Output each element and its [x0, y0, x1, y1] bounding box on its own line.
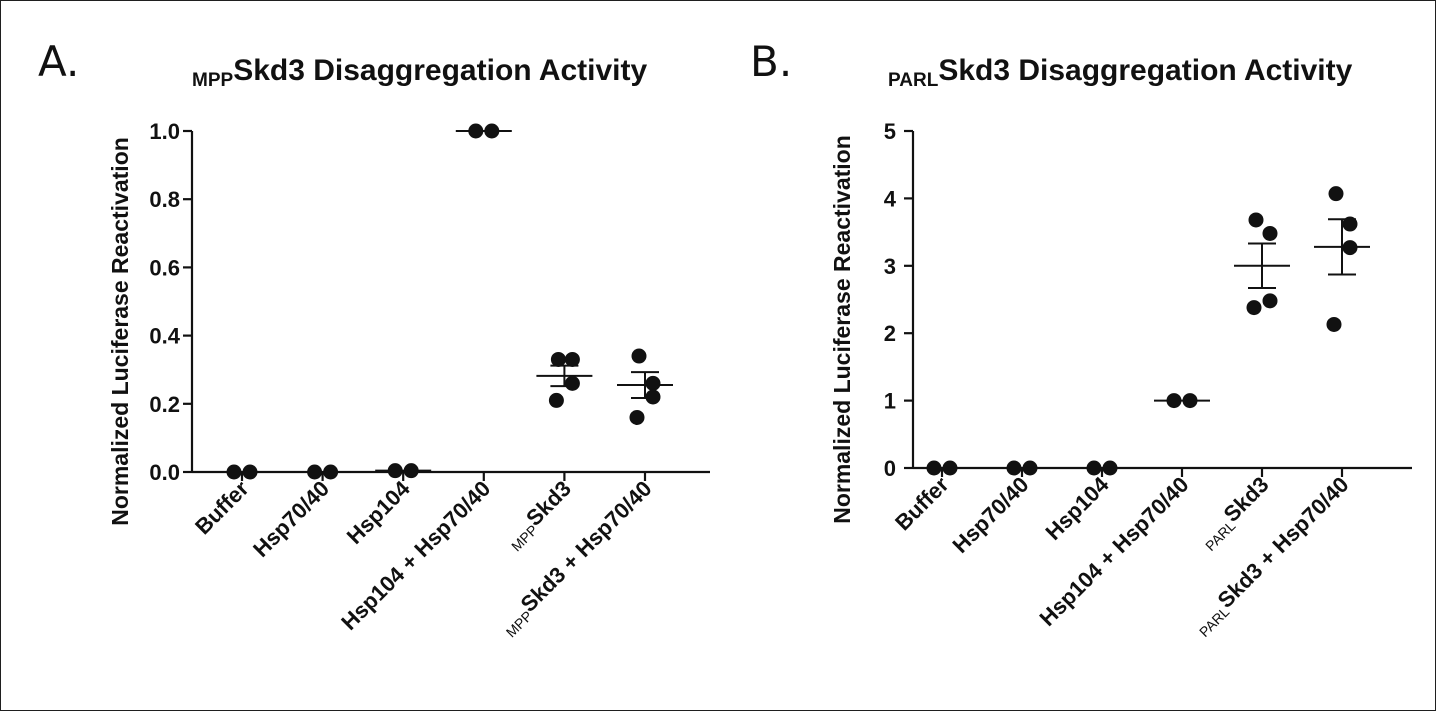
data-point: [242, 464, 258, 480]
y-axis-label: Normalized Luciferase Reactivation: [107, 137, 133, 526]
y-tick-label: 0.0: [149, 460, 180, 485]
y-tick-label: 3: [884, 254, 896, 279]
x-category-label: Hsp104 + Hsp70/40: [336, 476, 495, 635]
data-point: [550, 351, 566, 367]
y-tick-label: 0.6: [149, 255, 180, 280]
y-tick-label: 0.2: [149, 392, 180, 417]
y-tick-label: 2: [884, 321, 896, 346]
y-tick-label: 0.4: [149, 324, 180, 349]
data-point: [1326, 316, 1342, 332]
x-category-label: Hsp104: [1041, 471, 1115, 545]
chart-panel-b: B. PARLSkd3 Disaggregation Activity Normal…: [750, 37, 1412, 640]
data-point: [1022, 460, 1038, 476]
x-category-label: PARLSkd3 + Hsp70/40: [1187, 472, 1355, 640]
x-category-main: Skd3: [1219, 472, 1274, 527]
data-point: [403, 463, 419, 479]
y-tick-label: 0: [884, 456, 896, 481]
data-point: [468, 123, 484, 139]
y-tick-label: 1: [884, 389, 896, 414]
data-point: [548, 392, 564, 408]
data-point: [484, 123, 500, 139]
data-point: [1342, 216, 1358, 232]
chart-title: MPPSkd3 Disaggregation Activity: [192, 54, 647, 91]
data-point: [1262, 225, 1278, 241]
data-point: [645, 375, 661, 391]
x-category-label: Hsp70/40: [248, 476, 334, 562]
x-category-label: Hsp104: [342, 475, 416, 549]
x-category-main: Skd3: [521, 476, 576, 531]
data-point: [564, 351, 580, 367]
y-tick-label: 1.0: [149, 119, 180, 144]
data-point: [1248, 212, 1264, 228]
data-point: [926, 460, 942, 476]
chart-title: PARLSkd3 Disaggregation Activity: [888, 54, 1353, 91]
x-category-label: PARLSkd3: [1194, 472, 1276, 554]
data-point: [629, 409, 645, 425]
data-point: [631, 348, 647, 364]
data-point: [564, 375, 580, 391]
data-point: [645, 389, 661, 405]
data-point: [387, 463, 403, 479]
chart-panel-a: A. MPPSkd3 Disaggregation Activity Normali…: [38, 37, 710, 640]
data-point: [1246, 300, 1262, 316]
panel-letter: B.: [750, 37, 792, 86]
data-point: [1102, 460, 1118, 476]
x-category-label: MPPSkd3: [500, 476, 578, 554]
data-point: [942, 460, 958, 476]
data-point: [1182, 393, 1198, 409]
chart-title-main: Skd3 Disaggregation Activity: [233, 54, 647, 87]
y-axis-label: Normalized Luciferase Reactivation: [829, 135, 855, 524]
data-point: [226, 464, 242, 480]
x-category-label: Buffer: [190, 476, 254, 540]
x-category-label: MPPSkd3 + Hsp70/40: [494, 476, 658, 640]
data-point: [1342, 240, 1358, 256]
data-point: [1006, 460, 1022, 476]
x-category-label: Hsp104 + Hsp70/40: [1034, 472, 1193, 631]
data-point: [1086, 460, 1102, 476]
data-point: [1328, 186, 1344, 202]
x-category-label: Hsp70/40: [948, 472, 1034, 558]
y-tick-label: 4: [884, 186, 897, 211]
chart-title-main: Skd3 Disaggregation Activity: [938, 54, 1352, 87]
panel-letter: A.: [38, 37, 79, 86]
y-tick-label: 5: [884, 119, 896, 144]
chart-title-subscript: PARL: [888, 70, 939, 91]
x-category-label: Buffer: [890, 472, 954, 536]
chart-title-subscript: MPP: [192, 70, 234, 91]
data-point: [1166, 393, 1182, 409]
data-point: [307, 464, 323, 480]
y-tick-label: 0.8: [149, 187, 180, 212]
data-point: [323, 464, 339, 480]
data-point: [1262, 293, 1278, 309]
